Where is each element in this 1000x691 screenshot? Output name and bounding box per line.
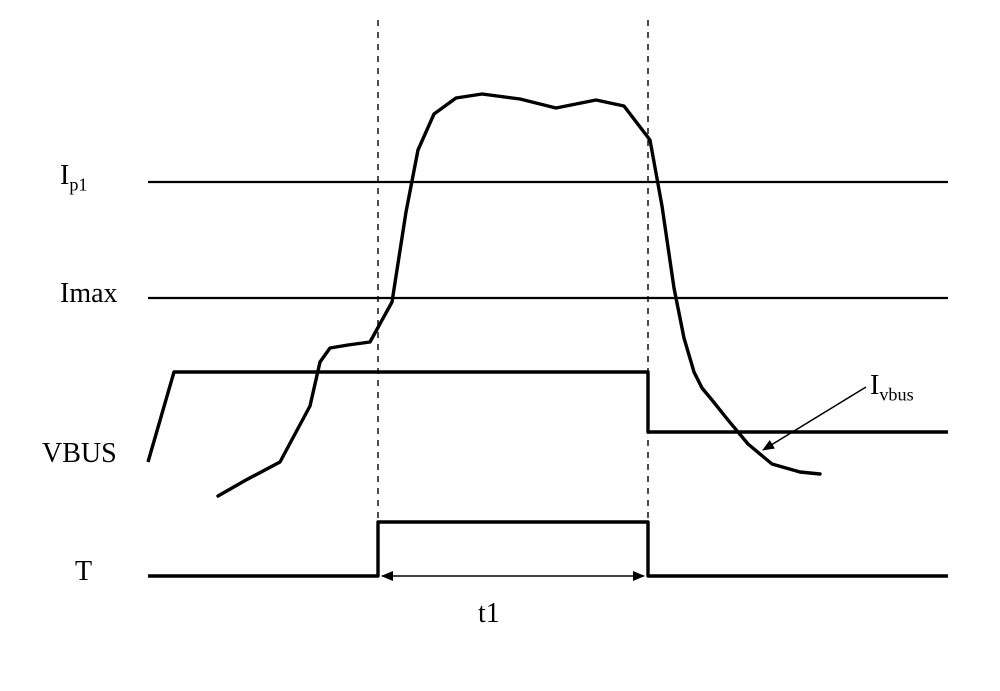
arrow-ivbus-pointer — [763, 387, 866, 450]
trace-vbus — [148, 372, 948, 462]
label-imax: Imax — [60, 278, 118, 310]
diagram-svg — [0, 0, 1000, 691]
trace-t — [148, 522, 948, 576]
label-ip1: Ip1 — [60, 160, 88, 196]
trace-ivbus — [218, 94, 820, 496]
label-ivbus: Ivbus — [870, 370, 914, 406]
label-t1: t1 — [478, 598, 500, 630]
label-t: T — [75, 556, 92, 588]
label-vbus: VBUS — [42, 438, 117, 470]
timing-diagram: Ip1 Imax VBUS T t1 Ivbus — [0, 0, 1000, 691]
